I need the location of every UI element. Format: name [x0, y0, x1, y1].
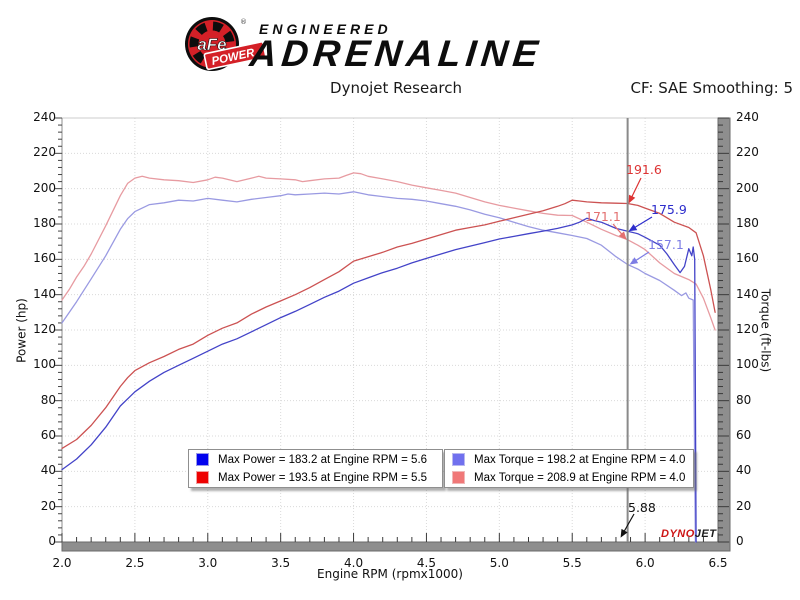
annotation-baseline-torque-value: 157.1: [648, 237, 684, 252]
tick-label: 160: [736, 251, 759, 266]
legend-item-power-baseline: Max Power = 183.2 at Engine RPM = 5.6: [189, 451, 442, 468]
tick-label: 100: [33, 357, 56, 372]
legend-item-torque-baseline: Max Torque = 198.2 at Engine RPM = 4.0: [445, 451, 693, 468]
tick-label: 5.0: [489, 556, 509, 570]
tick-label: 20: [736, 498, 752, 513]
dynojet-watermark-jet: JET: [694, 528, 717, 540]
tick-label: 180: [736, 216, 759, 230]
legend-power-box: Max Power = 183.2 at Engine RPM = 5.6 Ma…: [188, 449, 443, 488]
legend-label: Max Torque = 198.2 at Engine RPM = 4.0: [474, 453, 686, 466]
chart-title: Dynojet Research: [330, 79, 462, 97]
afe-power-logo-icon: aFe ® POWER: [185, 17, 267, 71]
tick-label: 2.5: [125, 556, 145, 570]
legend-label: Max Torque = 208.9 at Engine RPM = 4.0: [474, 471, 686, 484]
tick-label: 100: [736, 357, 759, 372]
tick-label: 0: [736, 534, 744, 548]
tick-label: 0: [48, 534, 56, 548]
power-baseline-swatch: [196, 453, 209, 466]
tick-label: 180: [33, 216, 56, 230]
tick-label: 200: [33, 180, 56, 195]
tick-label: 240: [736, 110, 759, 124]
tick-label: 120: [33, 322, 56, 336]
tick-label: 200: [736, 180, 759, 195]
tick-label: 220: [33, 145, 56, 160]
tick-label: 140: [736, 286, 759, 301]
tick-label: 240: [33, 110, 56, 124]
dynojet-watermark-dyno: DYNO: [661, 528, 695, 540]
tick-label: 80: [40, 392, 56, 407]
dynojet-watermark: DYNOJET: [661, 528, 716, 540]
afe-logo-text: aFe: [197, 35, 226, 54]
tick-label: 60: [736, 428, 752, 442]
tick-label: 6.0: [635, 556, 655, 570]
tick-label: 5.5: [562, 556, 582, 570]
tick-label: 80: [736, 392, 752, 407]
annotation-cursor-rpm-value: 5.88: [628, 500, 656, 515]
tick-label: 40: [40, 463, 56, 478]
annotation-baseline-power-value: 175.9: [651, 202, 687, 217]
annotation-afe-torque-value: 171.1: [585, 209, 621, 224]
x-axis-title: Engine RPM (rpmx1000): [317, 567, 463, 581]
curve-series-3: [61, 172, 716, 331]
tick-label: 40: [736, 463, 752, 478]
annotation-afe-power-value: 191.6: [626, 162, 662, 177]
legend-torque-box: Max Torque = 198.2 at Engine RPM = 4.0 M…: [444, 449, 694, 488]
registered-mark: ®: [240, 18, 247, 26]
tick-label: 3.5: [271, 556, 291, 570]
tick-label: 6.5: [708, 556, 728, 570]
legend-item-power-afe: Max Power = 193.5 at Engine RPM = 5.5: [189, 469, 442, 486]
tick-label: 160: [33, 251, 56, 266]
correction-factor-label: CF: SAE Smoothing: 5: [630, 79, 793, 97]
power-afe-swatch: [196, 471, 209, 484]
tick-label: 60: [40, 428, 56, 442]
tick-label: 220: [736, 145, 759, 160]
curve-series-1: [61, 199, 716, 450]
tick-label: 4.0: [344, 556, 364, 570]
curve-series-0: [61, 217, 697, 543]
tick-label: 20: [40, 498, 56, 513]
tick-label: 3.0: [198, 556, 218, 570]
legend-label: Max Power = 193.5 at Engine RPM = 5.5: [218, 471, 428, 484]
tick-label: 120: [736, 322, 759, 336]
tick-label: 140: [33, 286, 56, 301]
legend-item-torque-afe: Max Torque = 208.9 at Engine RPM = 4.0: [445, 469, 693, 486]
legend-label: Max Power = 183.2 at Engine RPM = 5.6: [218, 453, 428, 466]
logo-engineered-text: ENGINEERED: [259, 21, 392, 37]
torque-afe-swatch: [452, 471, 465, 484]
tick-label: 2.0: [52, 556, 72, 570]
curve-series-2: [61, 191, 697, 543]
torque-baseline-swatch: [452, 453, 465, 466]
tick-label: 4.5: [416, 556, 436, 570]
